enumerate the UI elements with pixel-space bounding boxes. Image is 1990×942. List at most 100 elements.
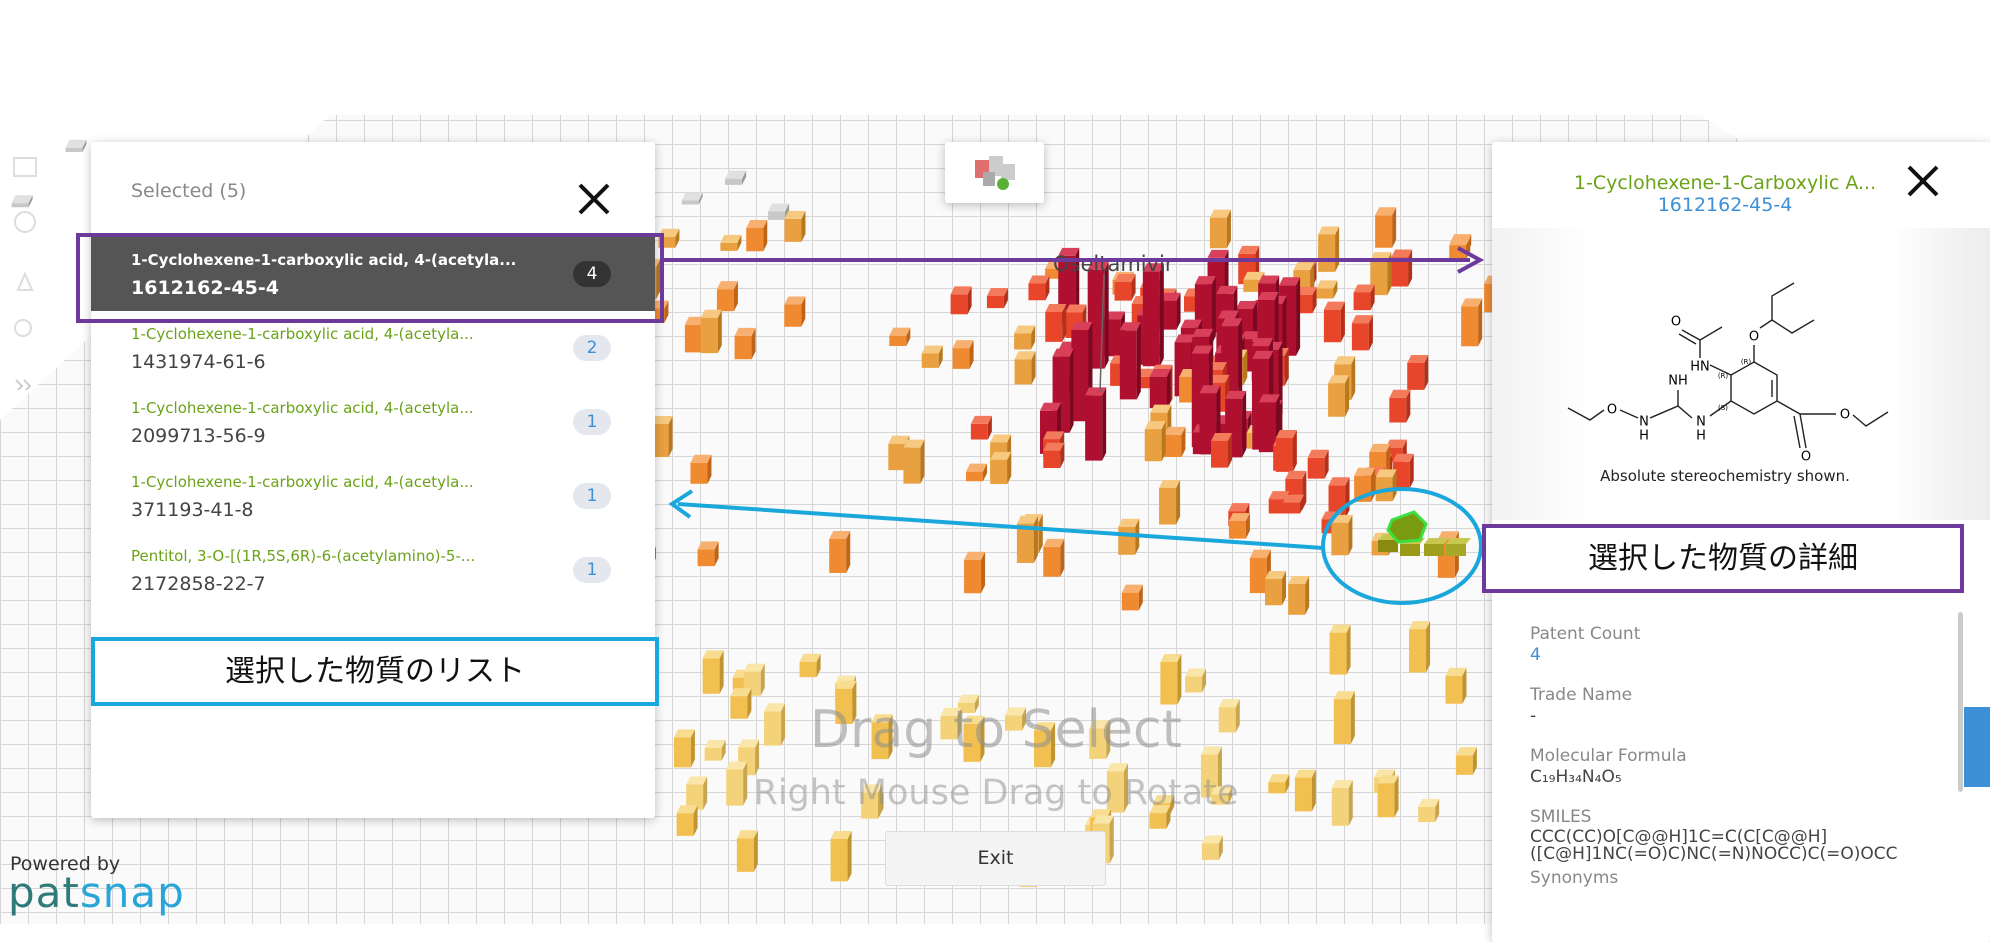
- block[interactable]: [952, 340, 974, 369]
- block[interactable]: [986, 288, 1008, 309]
- block[interactable]: [1121, 584, 1143, 611]
- block[interactable]: [1149, 805, 1171, 829]
- block[interactable]: [1288, 576, 1310, 615]
- block[interactable]: [726, 761, 748, 806]
- block[interactable]: [1119, 322, 1141, 400]
- block[interactable]: [1005, 707, 1027, 731]
- block[interactable]: [743, 663, 765, 696]
- tool-select[interactable]: [14, 211, 36, 233]
- block[interactable]: [1200, 746, 1222, 798]
- side-tab[interactable]: [1964, 707, 1990, 787]
- block[interactable]: [903, 439, 925, 484]
- block[interactable]: [1407, 355, 1429, 390]
- view-toggle[interactable]: [945, 142, 1044, 203]
- close-button[interactable]: [577, 182, 611, 216]
- block[interactable]: [1045, 303, 1067, 342]
- block[interactable]: [1160, 653, 1182, 705]
- block[interactable]: [1418, 798, 1440, 823]
- block[interactable]: [1353, 284, 1375, 311]
- block[interactable]: [1201, 835, 1223, 860]
- block[interactable]: [1028, 275, 1050, 301]
- list-row[interactable]: 1-Cyclohexene-1-carboxylic acid, 4-(acet…: [91, 459, 655, 533]
- block[interactable]: [1211, 433, 1233, 468]
- block[interactable]: [697, 541, 719, 567]
- tool-image[interactable]: [13, 157, 37, 177]
- block[interactable]: [1144, 421, 1166, 462]
- block[interactable]: [1328, 375, 1350, 417]
- block[interactable]: [1164, 426, 1186, 457]
- block[interactable]: [1333, 691, 1355, 745]
- block[interactable]: [1461, 298, 1483, 347]
- block[interactable]: [1118, 518, 1140, 555]
- block[interactable]: [1218, 699, 1240, 733]
- block[interactable]: [1331, 780, 1353, 826]
- block[interactable]: [746, 220, 768, 252]
- block[interactable]: [1014, 351, 1036, 385]
- block[interactable]: [1329, 624, 1351, 675]
- block[interactable]: [889, 327, 911, 346]
- block[interactable]: [676, 805, 698, 836]
- block[interactable]: [784, 210, 806, 242]
- block[interactable]: [700, 309, 722, 354]
- block[interactable]: [1375, 469, 1397, 502]
- block[interactable]: [720, 234, 742, 251]
- block[interactable]: [764, 703, 786, 746]
- block[interactable]: [1375, 207, 1397, 248]
- block[interactable]: [1149, 368, 1171, 409]
- block[interactable]: [1392, 453, 1414, 489]
- exit-button[interactable]: Exit: [885, 831, 1106, 886]
- block[interactable]: [963, 715, 985, 762]
- block[interactable]: [651, 416, 673, 458]
- block[interactable]: [830, 831, 852, 882]
- block[interactable]: [1114, 274, 1136, 301]
- block[interactable]: [1106, 763, 1128, 813]
- block[interactable]: [965, 463, 987, 482]
- block[interactable]: [1445, 667, 1467, 704]
- block[interactable]: [1331, 514, 1353, 556]
- block[interactable]: [1034, 722, 1056, 768]
- list-row[interactable]: 1-Cyclohexene-1-carboxylic acid, 4-(acet…: [91, 385, 655, 459]
- block[interactable]: [1185, 668, 1207, 693]
- block[interactable]: [957, 694, 979, 714]
- block[interactable]: [964, 551, 986, 594]
- block[interactable]: [1323, 301, 1345, 343]
- block[interactable]: [658, 228, 680, 248]
- block[interactable]: [1354, 467, 1376, 502]
- block[interactable]: [736, 830, 758, 872]
- block[interactable]: [799, 653, 821, 678]
- block[interactable]: [686, 776, 708, 810]
- block[interactable]: [970, 415, 992, 440]
- block[interactable]: [1455, 747, 1477, 775]
- block[interactable]: [1265, 571, 1287, 606]
- block[interactable]: [681, 192, 703, 205]
- block[interactable]: [1351, 315, 1373, 351]
- block[interactable]: [690, 454, 712, 484]
- logo[interactable]: patsnap: [8, 868, 185, 917]
- block[interactable]: [1307, 449, 1329, 479]
- block[interactable]: [1043, 442, 1065, 468]
- block[interactable]: [730, 688, 752, 719]
- block[interactable]: [1142, 263, 1164, 367]
- block[interactable]: [716, 281, 738, 312]
- block[interactable]: [1318, 226, 1340, 272]
- block[interactable]: [1377, 775, 1399, 818]
- block[interactable]: [725, 170, 747, 185]
- block[interactable]: [1228, 513, 1250, 539]
- block[interactable]: [1016, 515, 1038, 563]
- tool-move[interactable]: [16, 271, 34, 291]
- block[interactable]: [673, 729, 695, 768]
- block[interactable]: [1085, 387, 1107, 461]
- tool-search[interactable]: [14, 319, 32, 337]
- block[interactable]: [1283, 494, 1305, 514]
- list-row[interactable]: 1-Cyclohexene-1-carboxylic acid, 4-(acet…: [91, 237, 655, 311]
- block[interactable]: [950, 286, 972, 315]
- block[interactable]: [1043, 538, 1065, 577]
- block[interactable]: [990, 451, 1012, 485]
- block[interactable]: [1211, 786, 1233, 805]
- block[interactable]: [784, 296, 806, 327]
- block[interactable]: [1014, 325, 1036, 350]
- block[interactable]: [1389, 389, 1411, 423]
- block[interactable]: [1449, 237, 1471, 260]
- block[interactable]: [704, 739, 726, 761]
- block[interactable]: [1316, 280, 1338, 299]
